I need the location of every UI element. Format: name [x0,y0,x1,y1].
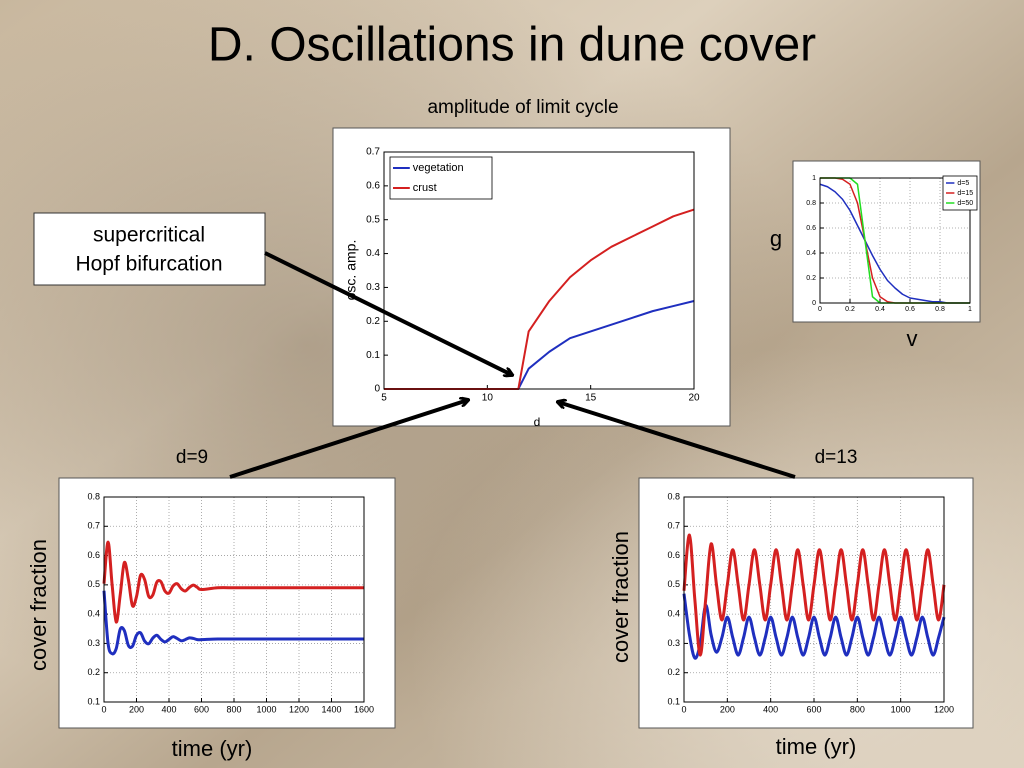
y-tick-label: 0.7 [87,521,100,531]
y-tick-label: 0.6 [806,225,816,232]
y-tick-label: 0 [812,300,816,307]
y-tick-label: 0.3 [87,638,100,648]
x-tick-label: 0 [101,704,106,714]
y-tick-label: 0.6 [667,550,680,560]
legend-label: d=5 [957,180,969,187]
x-tick-label: 0.8 [935,306,945,313]
y-tick-label: 0.7 [667,521,680,531]
y-tick-label: 0.4 [806,250,816,257]
annotation-line: Hopf bifurcation [75,253,222,276]
y-axis-label: cover fraction [26,539,51,671]
y-tick-label: 0.2 [806,275,816,282]
x-tick-label: 15 [585,393,597,404]
x-tick-label: 0.2 [845,306,855,313]
x-tick-label: 5 [381,393,387,404]
y-tick-label: 0.1 [366,350,380,361]
x-tick-label: 200 [720,704,735,714]
y-tick-label: 0 [374,384,380,395]
x-tick-label: 1600 [354,704,374,714]
legend-label: d=15 [957,190,973,197]
x-axis-label: d [534,415,541,429]
x-tick-label: 0 [818,306,822,313]
x-tick-label: 400 [763,704,778,714]
data-line [682,533,946,657]
y-axis-label: cover fraction [608,531,633,663]
x-tick-label: 1 [968,306,972,313]
y-tick-label: 0.5 [87,579,100,589]
x-tick-label: 1000 [256,704,276,714]
data-line [102,590,364,656]
y-tick-label: 0.8 [806,200,816,207]
y-tick-label: 0.2 [366,316,380,327]
chart-frame [58,477,396,729]
data-line [102,540,364,624]
x-tick-label: 400 [161,704,176,714]
x-tick-label: 10 [482,393,494,404]
x-tick-label: 0 [681,704,686,714]
arrow [264,251,512,375]
y-tick-label: 0.6 [366,180,380,191]
annotation-box [33,212,266,286]
legend-label: vegetation [413,162,464,174]
x-axis-label: time (yr) [776,734,857,759]
arrow [558,402,796,479]
y-tick-label: 0.2 [667,667,680,677]
x-tick-label: 600 [806,704,821,714]
y-tick-label: 0.8 [667,491,680,501]
y-tick-label: 0.4 [366,248,380,259]
legend-label: crust [413,182,437,194]
plot-area [103,496,365,703]
y-tick-label: 0.4 [667,609,680,619]
legend-box [942,175,978,211]
data-line [682,593,946,660]
plot-area [819,177,971,304]
legend-label: d=50 [957,200,973,207]
chart: 0 200 400 600 800 1000 1200 0.1 0.2 0.3 0.4 0.5 0.6 0… [608,447,974,759]
legend-box [389,156,493,200]
x-tick-label: 1200 [289,704,309,714]
slide-title: D. Oscillations in dune cover [208,19,816,72]
y-tick-label: 0.5 [366,214,380,225]
x-tick-label: 1400 [321,704,341,714]
plot-area [383,151,695,390]
chart-title: d=9 [176,447,208,468]
arrow [229,400,468,479]
y-tick-label: 0.3 [366,282,380,293]
y-axis-label: osc. amp. [343,240,359,301]
y-axis-label: g [770,226,782,251]
chart: 5 10 15 20 0 0.1 0.2 0.3 0.4 0.5 0.6 0.7 amplitude o… [332,97,731,429]
chart-title: d=13 [815,447,858,468]
y-tick-label: 0.3 [667,638,680,648]
x-tick-label: 0.4 [875,306,885,313]
x-tick-label: 600 [194,704,209,714]
y-tick-label: 0.2 [87,667,100,677]
x-tick-label: 20 [688,393,700,404]
plot-area [683,496,945,703]
y-tick-label: 0.4 [87,609,100,619]
data-line [384,299,695,390]
chart-title: amplitude of limit cycle [427,97,618,118]
x-axis-label: v [907,326,918,351]
y-tick-label: 0.1 [87,696,100,706]
y-tick-label: 0.8 [87,491,100,501]
x-tick-label: 800 [850,704,865,714]
x-tick-label: 1200 [934,704,954,714]
y-tick-label: 0.6 [87,550,100,560]
y-tick-label: 0.1 [667,696,680,706]
x-tick-label: 1000 [891,704,911,714]
x-tick-label: 0.6 [905,306,915,313]
y-tick-label: 0.5 [667,579,680,589]
data-line [384,208,695,390]
x-tick-label: 800 [226,704,241,714]
y-tick-label: 1 [812,175,816,182]
annotation-line: supercritical [93,224,205,247]
x-tick-label: 200 [129,704,144,714]
x-axis-label: time (yr) [172,736,253,761]
chart: 0 200 400 600 800 1000 1200 1400 1600 0.1 0.2 0.3 0.… [26,447,396,761]
chart: 0 0.2 0.4 0.6 0.8 1 0 0.2 0.4 0.6 0.8 1 v g d=5 d=15 d=5… [770,160,981,351]
y-tick-label: 0.7 [366,147,380,158]
